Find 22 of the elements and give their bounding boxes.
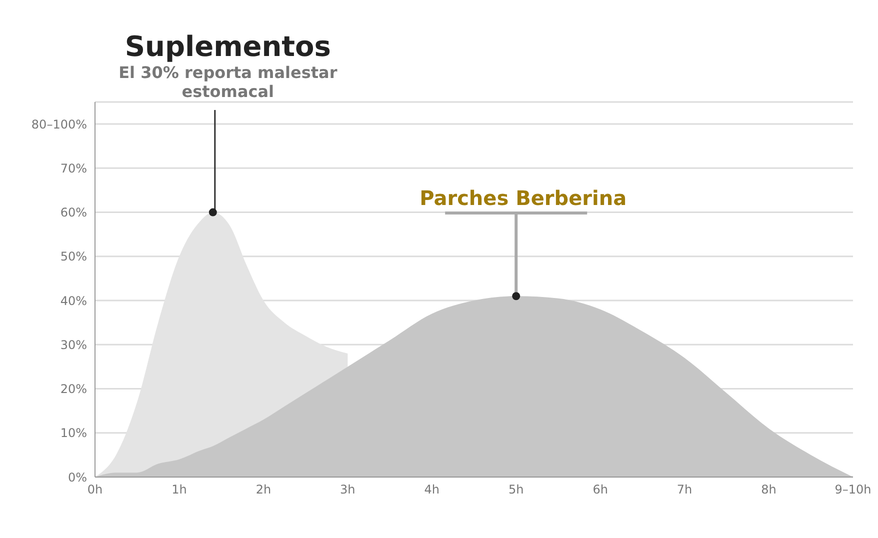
annotation: Parches Berberina — [420, 186, 627, 210]
text: Suplementos — [124, 30, 331, 63]
x-tick-label: 1h — [172, 482, 187, 497]
y-tick-label: 30% — [60, 338, 87, 352]
y-tick-label: 70% — [60, 161, 87, 176]
x-tick-label: 5h — [508, 482, 524, 497]
y-tick-label: 40% — [60, 294, 87, 308]
y-tick-label: 0% — [68, 470, 87, 484]
x-tick-label: 4h — [424, 482, 440, 497]
y-tick-label: 60% — [60, 206, 87, 220]
annotation: El 30% reporta malestar estomacal — [118, 63, 338, 101]
x-tick-label: 6h — [592, 482, 608, 497]
y-tick-label: 50% — [60, 250, 87, 264]
x-tick-label: 8h — [761, 482, 776, 497]
x-tick-label: 7h — [676, 482, 692, 497]
y-tick-label: 20% — [60, 382, 87, 396]
y-tick-label: 10% — [60, 426, 87, 440]
x-tick-label: 9–10h — [834, 482, 872, 497]
y-tick-label: 80–100% — [31, 117, 87, 132]
x-tick-label: 2h — [256, 482, 272, 497]
x-tick-label: 3h — [340, 482, 356, 497]
x-tick-label: 0h — [87, 482, 103, 497]
